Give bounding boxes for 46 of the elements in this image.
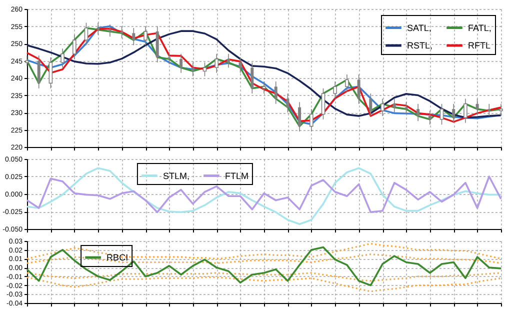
legend-label: SATL, [407,22,432,33]
candlestick [226,53,230,68]
candlestick [60,48,64,68]
candlestick [428,110,432,125]
candlestick [321,88,326,120]
candlestick [452,103,456,124]
candlestick [464,98,468,124]
candlestick [48,56,53,89]
line-series [26,167,502,225]
candlestick [357,74,360,104]
candlestick [262,81,266,94]
line-series [26,272,502,282]
candlestick [108,24,112,37]
candlestick [84,22,88,46]
candlestick [132,28,136,46]
legend-label: FATL, [468,22,492,33]
line-series [26,276,502,292]
candlestick [416,103,420,122]
candlestick [333,81,337,100]
candlestick [274,81,278,104]
candlestick [476,98,479,115]
candlestick [238,56,242,74]
legend-label: RBCI [106,252,128,262]
candlestick [214,53,218,74]
line-series [26,246,502,286]
candlestick [37,55,40,89]
candlestick [144,26,148,46]
legend-label: RSTL, [407,40,433,50]
legend-label: RFTL [468,40,490,50]
candlestick [250,62,254,94]
candlestick [488,103,491,116]
candlestick [180,53,183,74]
candlestick [202,62,207,77]
candlestick [499,103,503,116]
candlestick [380,98,384,116]
candlestick [286,93,290,113]
candlestick [72,34,76,60]
candlestick [369,93,372,116]
candlestick [310,108,314,132]
candlestick [392,98,396,113]
candlestick [298,102,302,132]
candlestick [345,74,349,92]
legend-label: FTLM [224,170,248,181]
candlestick [191,62,194,77]
candlestick [440,103,444,125]
legend-label: STLM, [162,170,190,181]
